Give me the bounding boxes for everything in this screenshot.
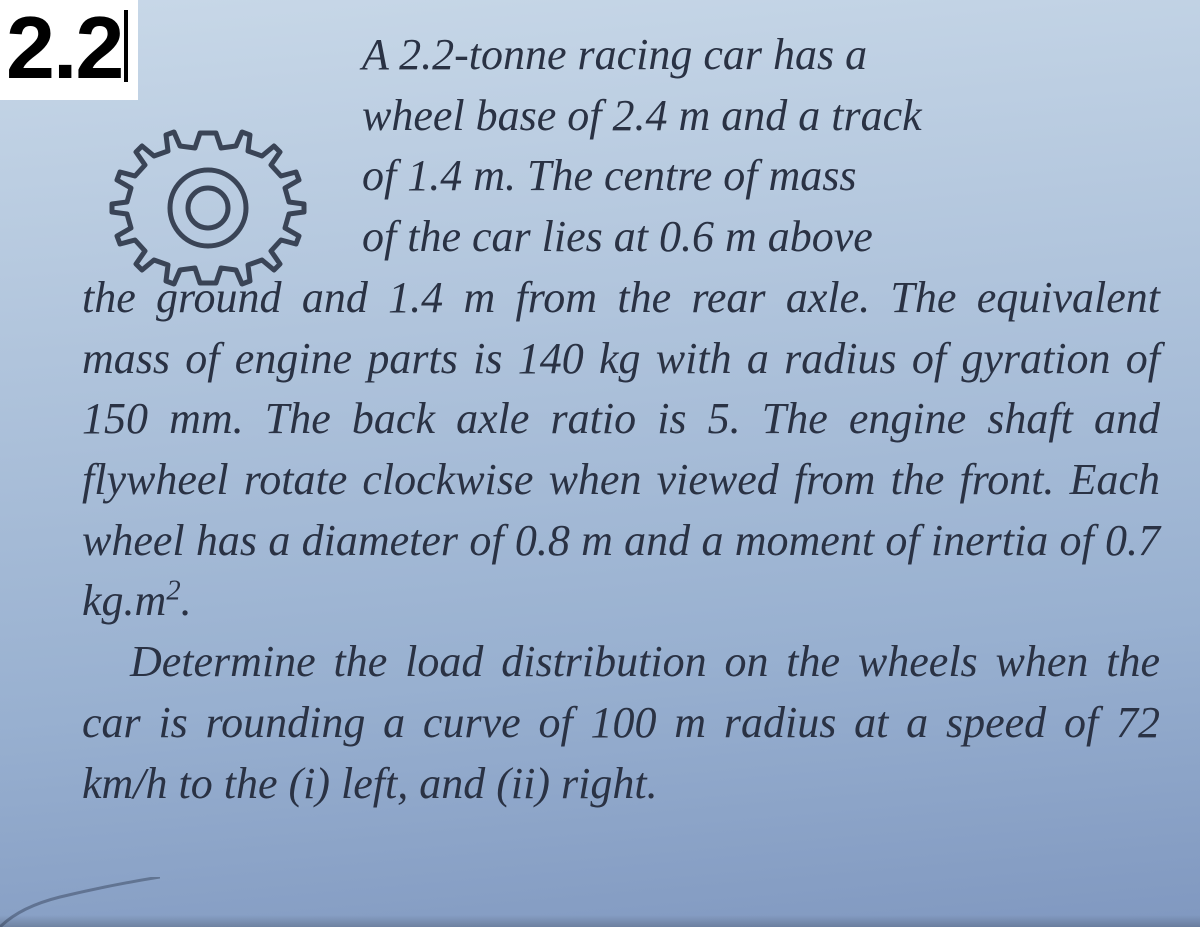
screen-bottom-shadow xyxy=(0,915,1200,927)
text-body: the ground and 1.4 m from the rear axle.… xyxy=(82,273,1160,626)
problem-text: A 2.2-tonne racing car has a wheel base … xyxy=(82,25,1160,814)
problem-question: Determine the load distribution on the w… xyxy=(82,632,1160,814)
problem-body: the ground and 1.4 m from the rear axle.… xyxy=(82,268,1160,632)
text-body-end: . xyxy=(181,576,192,625)
text-line-2: wheel base of 2.4 m and a track xyxy=(362,91,922,140)
text-line-1: A 2.2-tonne racing car has a xyxy=(362,30,867,79)
unit-exponent: 2 xyxy=(166,576,180,607)
problem-opening-lines: A 2.2-tonne racing car has a wheel base … xyxy=(362,25,1160,268)
text-question: Determine the load distribution on the w… xyxy=(82,637,1160,807)
screen-corner-curve xyxy=(0,877,160,927)
text-line-4: of the car lies at 0.6 m above xyxy=(362,212,873,261)
text-line-3: of 1.4 m. The centre of mass xyxy=(362,151,857,200)
